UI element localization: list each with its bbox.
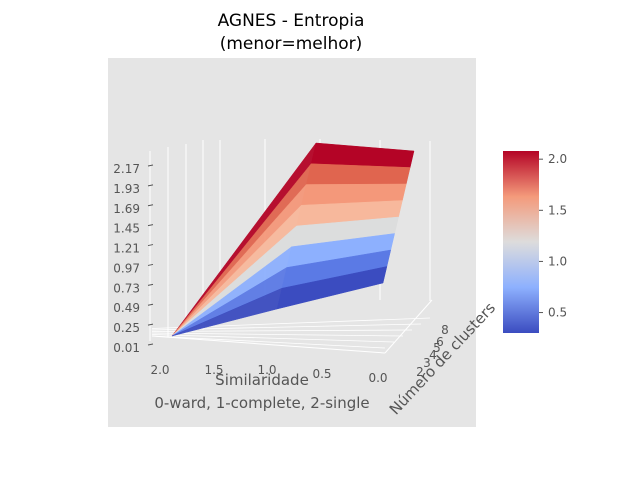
chart-title-line2: (menor=melhor) bbox=[220, 34, 363, 54]
z-tick-label: 0.25 bbox=[113, 321, 140, 335]
colorbar-tick-label: 0.5 bbox=[548, 306, 567, 320]
colorbar-ticks: 0.5 1.0 1.5 2.0 bbox=[539, 152, 567, 320]
z-tick-mark bbox=[147, 283, 154, 286]
y-tick-label: 2 bbox=[416, 365, 424, 379]
surface-plot bbox=[171, 142, 415, 337]
z-tick-label: 1.21 bbox=[113, 242, 140, 256]
z-tick-label: 2.17 bbox=[113, 162, 140, 176]
z-axis-ticks: 0.01 0.25 0.49 0.73 0.97 1.21 1.45 1.69 1.93 2.17 bbox=[113, 162, 154, 355]
y-tick-label: 5 bbox=[433, 341, 441, 355]
colorbar-tick-label: 2.0 bbox=[548, 152, 567, 166]
y-tick-label: 8 bbox=[441, 323, 449, 337]
colorbar-tick-label: 1.5 bbox=[548, 203, 567, 217]
x-tick-label: 0.5 bbox=[312, 367, 331, 381]
grid-line bbox=[151, 332, 404, 337]
grid-line bbox=[151, 335, 386, 354]
colorbar bbox=[503, 151, 539, 333]
x-axis-label-line2: 0-ward, 1-complete, 2-single bbox=[154, 394, 369, 412]
colorbar-tick-label: 1.0 bbox=[548, 254, 567, 268]
x-tick-label: 1.5 bbox=[204, 363, 223, 377]
y-tick-label: 6 bbox=[436, 335, 444, 349]
z-tick-mark bbox=[147, 164, 154, 167]
grid-line bbox=[384, 299, 433, 354]
z-tick-label: 0.97 bbox=[113, 261, 140, 275]
z-tick-mark bbox=[147, 244, 154, 247]
x-axis-ticks: 2.0 1.5 1.0 0.5 0.0 bbox=[150, 363, 387, 385]
z-tick-mark bbox=[147, 343, 154, 346]
x-tick-label: 0.0 bbox=[368, 371, 387, 385]
z-tick-label: 1.45 bbox=[113, 222, 140, 236]
grid-line bbox=[151, 329, 413, 332]
z-tick-mark bbox=[147, 263, 154, 266]
grid-line bbox=[151, 334, 395, 343]
y-tick-label: 3 bbox=[423, 356, 431, 370]
grid-line bbox=[151, 335, 386, 349]
z-tick-mark bbox=[147, 323, 154, 326]
y-tick-label: 4 bbox=[429, 348, 437, 362]
z-tick-label: 1.93 bbox=[113, 182, 140, 196]
x-tick-label: 2.0 bbox=[150, 363, 169, 377]
z-tick-mark bbox=[147, 204, 154, 207]
x-axis-label-line1: Similaridade bbox=[215, 371, 309, 389]
z-tick-label: 0.01 bbox=[113, 341, 140, 355]
chart-title-line1: AGNES - Entropia bbox=[218, 11, 365, 31]
surface-slope bbox=[171, 287, 283, 337]
z-tick-label: 0.49 bbox=[113, 301, 140, 315]
z-tick-mark bbox=[147, 303, 154, 306]
z-tick-mark bbox=[147, 184, 154, 187]
z-tick-label: 0.73 bbox=[113, 281, 140, 295]
x-tick-label: 1.0 bbox=[257, 363, 276, 377]
z-tick-label: 1.69 bbox=[113, 202, 140, 216]
z-tick-mark bbox=[147, 224, 154, 227]
surface-band bbox=[305, 163, 411, 185]
